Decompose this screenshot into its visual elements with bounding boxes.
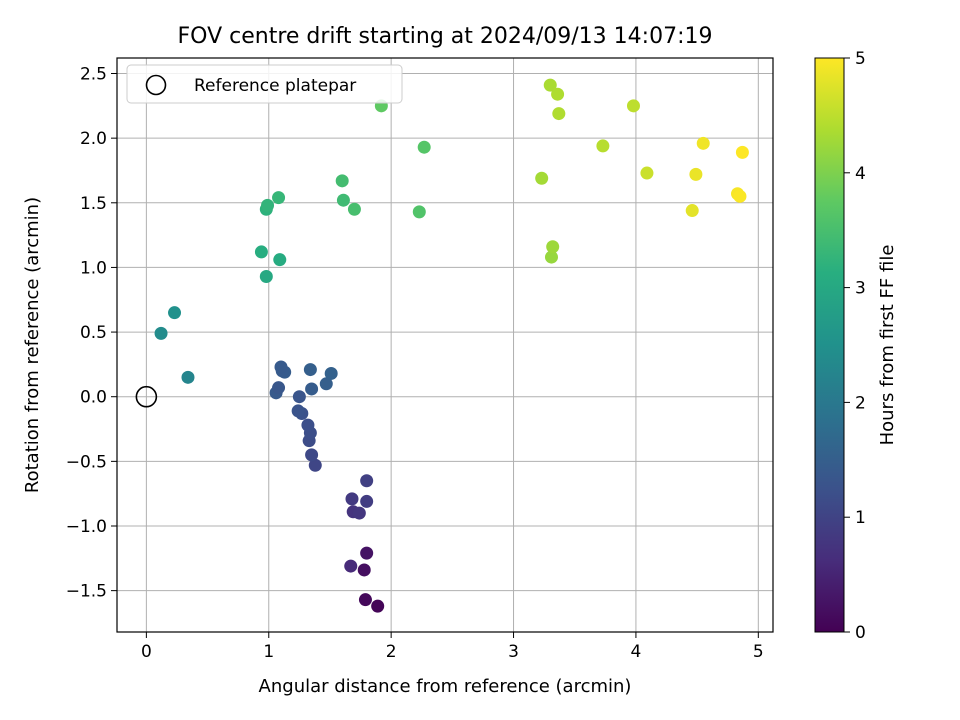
data-point	[544, 250, 558, 264]
data-point	[543, 78, 557, 92]
colorbar-tick-label: 0	[855, 623, 866, 643]
data-point	[733, 189, 747, 203]
data-point	[535, 171, 549, 185]
y-tick-label: −1.0	[66, 517, 107, 537]
colorbar: 0 1 2 3 4 5 Hours from first FF file	[814, 49, 898, 643]
reference-marker	[135, 385, 158, 408]
x-tick-label: 5	[753, 642, 764, 662]
legend-label: Reference platepar	[194, 76, 356, 96]
data-point	[358, 593, 372, 607]
data-point	[352, 506, 366, 520]
grid	[117, 58, 773, 632]
data-point	[305, 382, 319, 396]
colorbar-gradient	[814, 57, 845, 633]
y-tick-label: −1.5	[66, 582, 107, 602]
data-point	[640, 166, 654, 180]
data-point	[344, 559, 358, 573]
x-axis-label: Angular distance from reference (arcmin)	[259, 676, 632, 697]
y-tick-label: −0.5	[66, 452, 107, 472]
x-tick-label: 3	[508, 642, 519, 662]
data-point	[347, 202, 361, 216]
data-point	[272, 381, 286, 395]
data-point	[360, 474, 374, 488]
y-tick-label: 1.0	[80, 258, 107, 278]
colorbar-tick-label: 3	[855, 279, 866, 299]
data-point	[274, 360, 288, 374]
data-point	[319, 377, 333, 391]
data-point	[357, 563, 371, 577]
data-point	[551, 87, 565, 101]
y-tick-label: 2.5	[80, 65, 107, 85]
data-point	[291, 404, 305, 418]
data-point	[371, 599, 385, 613]
y-tick-label: 2.0	[80, 129, 107, 149]
data-point	[552, 107, 566, 121]
data-point	[335, 174, 349, 188]
data-point	[626, 99, 640, 113]
data-point	[412, 205, 426, 219]
x-tick-label: 1	[263, 642, 274, 662]
x-tick-label: 0	[141, 642, 152, 662]
legend-marker	[145, 74, 167, 96]
x-tick-label: 2	[386, 642, 397, 662]
chart-title: FOV centre drift starting at 2024/09/13 …	[178, 24, 713, 49]
data-point	[735, 145, 749, 159]
data-point	[417, 140, 431, 154]
legend: Reference platepar	[126, 64, 403, 104]
data-point	[696, 136, 710, 150]
data-point	[324, 366, 338, 380]
data-point	[261, 198, 275, 212]
data-point	[546, 240, 560, 254]
x-ticks: 0 1 2 3 4 5	[141, 632, 764, 662]
colorbar-ticks: 0 1 2 3 4 5	[844, 49, 866, 643]
data-point	[301, 418, 315, 432]
data-point	[345, 492, 359, 506]
data-points	[154, 78, 749, 613]
data-point	[308, 458, 322, 472]
x-tick-label: 4	[631, 642, 642, 662]
y-ticks: −1.5 −1.0 −0.5 0.0 0.5 1.0 1.5 2.0 2.5	[66, 65, 117, 602]
colorbar-tick-label: 1	[855, 508, 866, 528]
colorbar-tick-label: 2	[855, 393, 866, 413]
data-point	[273, 253, 287, 267]
colorbar-tick-label: 4	[855, 164, 866, 184]
colorbar-tick-label: 5	[855, 49, 866, 69]
data-point	[685, 204, 699, 218]
data-point	[154, 326, 168, 340]
plot-frame	[116, 57, 774, 633]
y-tick-label: 0.0	[80, 388, 107, 408]
data-point	[360, 546, 374, 560]
y-tick-label: 0.5	[80, 323, 107, 343]
data-point	[292, 390, 306, 404]
legend-box	[126, 64, 403, 104]
data-point	[305, 448, 319, 462]
data-point	[254, 245, 268, 259]
data-point	[168, 306, 182, 320]
data-point	[272, 191, 286, 205]
y-tick-label: 1.5	[80, 194, 107, 214]
data-point	[336, 193, 350, 207]
data-point	[303, 363, 317, 377]
data-point	[259, 269, 273, 283]
data-point	[689, 167, 703, 181]
data-point	[596, 139, 610, 153]
data-point	[181, 370, 195, 384]
colorbar-label: Hours from first FF file	[877, 245, 898, 446]
data-point	[360, 494, 374, 508]
y-axis-label: Rotation from reference (arcmin)	[22, 197, 43, 493]
